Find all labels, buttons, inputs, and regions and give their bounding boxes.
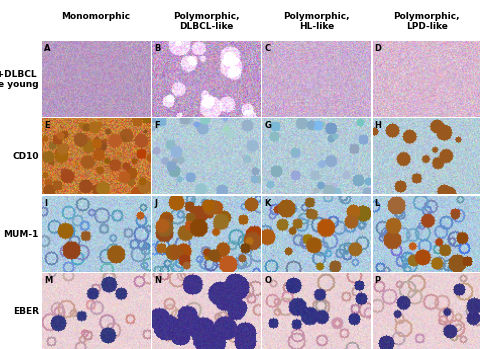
Text: O: O: [264, 276, 271, 285]
Text: G: G: [264, 121, 271, 130]
Text: M: M: [44, 276, 52, 285]
Text: L: L: [374, 199, 379, 208]
Text: Polymorphic,
LPD-like: Polymorphic, LPD-like: [393, 12, 459, 31]
Text: CD10: CD10: [12, 153, 39, 161]
Text: Monomorphic: Monomorphic: [61, 12, 131, 21]
Text: EBER: EBER: [13, 307, 39, 316]
Text: H: H: [374, 121, 381, 130]
Text: C: C: [264, 44, 270, 53]
Text: I: I: [44, 199, 47, 208]
Text: N: N: [154, 276, 161, 285]
Text: B: B: [154, 44, 160, 53]
Text: D: D: [374, 44, 381, 53]
Text: F: F: [154, 121, 159, 130]
Text: MUM-1: MUM-1: [4, 230, 39, 239]
Text: E: E: [44, 121, 49, 130]
Text: Polymorphic,
HL-like: Polymorphic, HL-like: [283, 12, 349, 31]
Text: Polymorphic,
DLBCL-like: Polymorphic, DLBCL-like: [173, 12, 239, 31]
Text: K: K: [264, 199, 270, 208]
Text: P: P: [374, 276, 380, 285]
Text: BV+DLBCL
f the young: BV+DLBCL f the young: [0, 70, 39, 89]
Text: J: J: [154, 199, 157, 208]
Text: A: A: [44, 44, 50, 53]
